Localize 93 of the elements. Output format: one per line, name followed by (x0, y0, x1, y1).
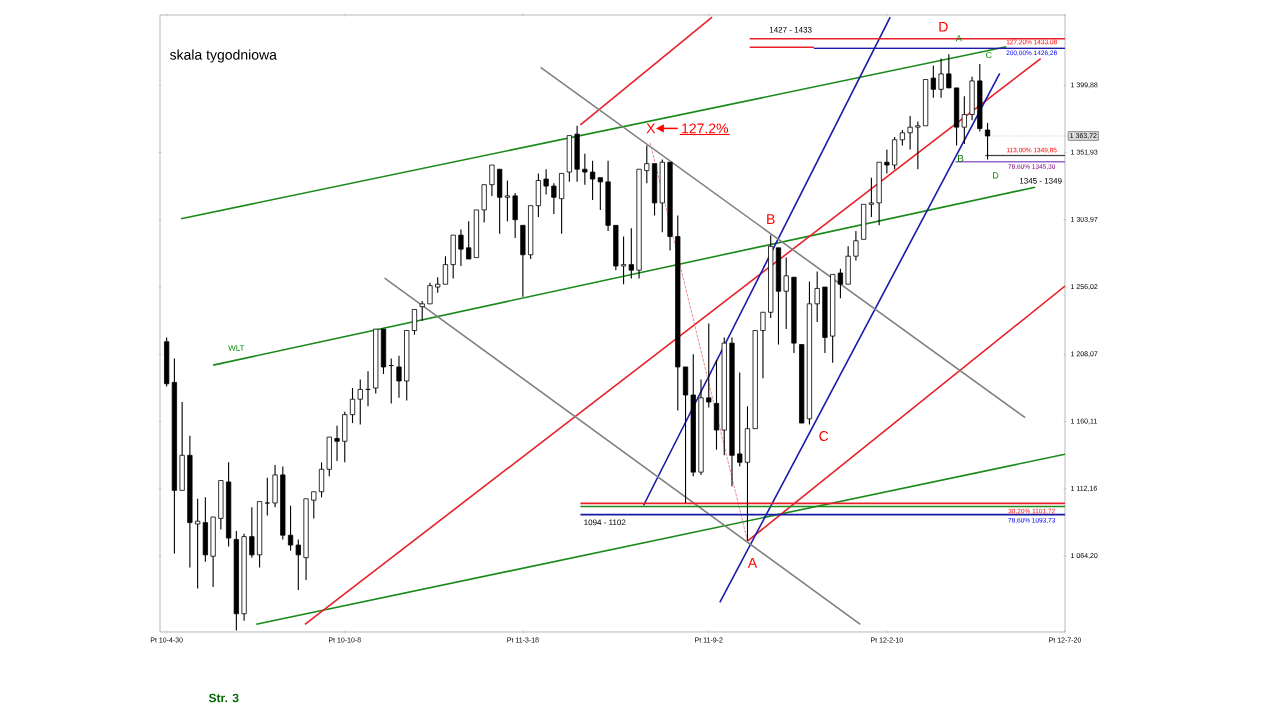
annotation: 1427 - 1433 (769, 26, 812, 33)
candlestick (783, 257, 789, 330)
candlestick (775, 247, 782, 346)
candlestick (744, 405, 751, 542)
candlestick (187, 435, 193, 569)
candlestick (574, 125, 580, 183)
annotation: WLT (228, 345, 245, 351)
candlestick (419, 300, 425, 322)
candlestick (713, 359, 720, 451)
candlestick (915, 121, 921, 170)
candlestick (427, 282, 433, 305)
candlestick (241, 533, 247, 622)
annotation: X (646, 123, 656, 134)
candlestick (752, 330, 758, 430)
text: Str. 3 (208, 693, 239, 703)
candlestick (543, 168, 549, 196)
candlestick (504, 179, 511, 222)
candlestick (791, 276, 797, 354)
candlestick (551, 182, 557, 215)
candlestick (938, 57, 944, 99)
candlestick (458, 228, 464, 267)
candlestick (311, 491, 317, 519)
candlestick (597, 177, 603, 211)
candlestick (287, 505, 294, 552)
candlestick (737, 372, 743, 468)
candlestick (497, 168, 503, 235)
candlestick (466, 220, 472, 260)
candlestick (946, 53, 952, 89)
candlestick (512, 192, 518, 239)
candlestick (922, 79, 929, 127)
candlestick (481, 184, 487, 224)
candlestick (868, 177, 874, 218)
candlestick (876, 161, 882, 226)
annotation: 1345 - 1349 (1019, 177, 1062, 184)
candlestick (171, 358, 178, 555)
candlestick (884, 149, 890, 174)
annotation: 1094 - 1102 (584, 519, 626, 526)
candlestick (861, 203, 867, 240)
candlestick (853, 230, 859, 261)
candlestick (667, 161, 673, 252)
candlestick (845, 245, 851, 285)
candlestick (969, 76, 975, 121)
candlestick (628, 227, 634, 280)
candlestick (442, 255, 449, 285)
candlestick (179, 401, 185, 491)
candlestick (953, 87, 960, 146)
candlestick (760, 311, 766, 379)
candlestick (373, 328, 379, 395)
candlestick (559, 173, 565, 235)
candlestick (605, 160, 611, 232)
candlestick (822, 286, 828, 354)
candlestick (799, 344, 805, 424)
candlestick (396, 355, 402, 399)
candlestick (659, 158, 665, 233)
candlestick (706, 322, 712, 409)
candlestick (682, 366, 689, 504)
candlestick (210, 516, 216, 588)
annotation: A (955, 35, 962, 42)
annotation: D (939, 21, 948, 32)
candlestick (473, 209, 480, 258)
candlestick (620, 236, 627, 285)
candlestick (218, 480, 224, 531)
candlestick (768, 234, 774, 319)
candlestick (272, 464, 278, 508)
annotation: B (958, 154, 964, 162)
candlestick (264, 477, 270, 517)
candlestick (566, 135, 572, 183)
candlestick (675, 214, 681, 411)
candlestick (589, 160, 596, 201)
candlestick (636, 168, 642, 280)
candlestick (651, 163, 658, 217)
annotation: A (747, 558, 758, 568)
candlestick (729, 336, 735, 487)
candlestick (907, 115, 913, 151)
candlestick (830, 274, 836, 364)
candlestick (489, 164, 495, 197)
annotation: C (986, 51, 992, 59)
annotation: D (993, 172, 999, 179)
candlestick (303, 498, 309, 581)
candlestick (342, 411, 348, 463)
candlestick (520, 224, 526, 298)
annotation: 127.2% (682, 123, 729, 134)
candlestick (334, 425, 340, 462)
text: skala tygodniowa (169, 49, 277, 63)
candlestick (698, 379, 704, 476)
candlestick (930, 64, 936, 99)
candlestick (295, 538, 301, 591)
candlestick (450, 234, 456, 280)
annotation: B (767, 214, 775, 224)
annotation: C (819, 431, 829, 442)
candlestick (195, 498, 201, 590)
candlestick (404, 330, 410, 402)
candlestick (249, 506, 255, 559)
